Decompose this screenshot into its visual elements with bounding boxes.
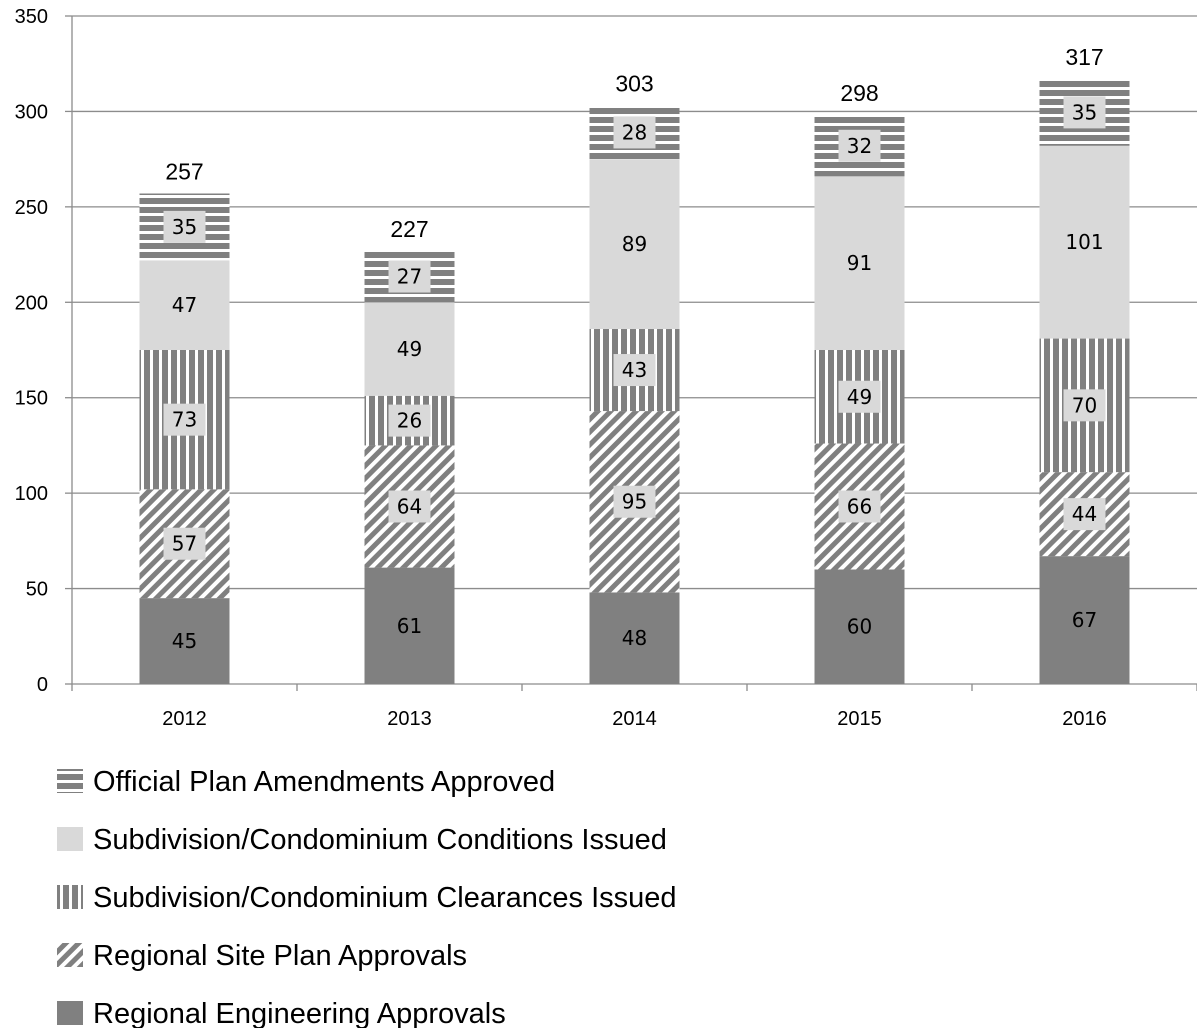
data-label: 70 bbox=[1072, 393, 1097, 417]
data-label-box bbox=[1063, 389, 1106, 422]
data-label: 32 bbox=[847, 134, 872, 158]
data-label: 28 bbox=[622, 120, 647, 144]
data-label: 61 bbox=[397, 614, 422, 638]
bar-subdivision-condominium-conditions-issued-2013 bbox=[364, 302, 455, 396]
legend-label-subdivision-condominium-clearances-issued: Subdivision/Condominium Clearances Issue… bbox=[93, 882, 677, 914]
data-label: 73 bbox=[172, 408, 197, 432]
x-tick-label: 2016 bbox=[1062, 708, 1107, 730]
legend-label-regional-site-plan-approvals: Regional Site Plan Approvals bbox=[93, 940, 467, 972]
data-label-box bbox=[613, 485, 656, 518]
data-label: 60 bbox=[847, 615, 872, 639]
data-label: 35 bbox=[172, 215, 197, 239]
data-label: 91 bbox=[847, 251, 872, 275]
axes: 0 50 100 150 200 250 300 350 2012 2013 2014 2015 201… bbox=[15, 6, 1197, 730]
bar-subdivision-condominium-conditions-issued-2014 bbox=[589, 159, 680, 330]
y-tick-label: 150 bbox=[15, 388, 48, 410]
data-label-box bbox=[838, 129, 881, 162]
data-label-box bbox=[163, 527, 206, 560]
data-label: 47 bbox=[172, 293, 197, 317]
x-tick-label: 2012 bbox=[162, 708, 207, 730]
data-label: 66 bbox=[847, 495, 872, 519]
y-tick-label: 0 bbox=[37, 674, 48, 696]
bar-subdivision-condominium-conditions-issued-2012 bbox=[139, 260, 230, 350]
data-label: 44 bbox=[1072, 502, 1097, 526]
data-label: 49 bbox=[847, 385, 872, 409]
legend-swatch-regional-site-plan-approvals bbox=[57, 943, 83, 967]
data-label-box bbox=[838, 380, 881, 413]
data-labels: 45 57 73 47 35 257 61 64 26 49 27 227 48 95 43 89 28 303 6… bbox=[163, 44, 1106, 653]
bar-subdivision-condominium-conditions-issued-2016 bbox=[1039, 145, 1130, 339]
data-label: 101 bbox=[1065, 230, 1103, 254]
total-label-2016: 317 bbox=[1065, 44, 1103, 70]
data-label-box bbox=[613, 354, 656, 387]
total-label-2013: 227 bbox=[390, 216, 428, 242]
bar-regional-engineering-approvals-2012 bbox=[139, 598, 230, 684]
data-label: 48 bbox=[622, 626, 647, 650]
bar-subdivision-condominium-conditions-issued-2015 bbox=[814, 176, 905, 350]
data-label: 67 bbox=[1072, 608, 1097, 632]
total-label-2012: 257 bbox=[165, 158, 203, 184]
legend: Official Plan Amendments Approved Subdivi… bbox=[57, 766, 677, 1028]
legend-swatch-regional-engineering-approvals bbox=[57, 1001, 83, 1025]
total-label-2014: 303 bbox=[615, 71, 653, 97]
data-label-box bbox=[1063, 96, 1106, 129]
data-label-box bbox=[1063, 498, 1106, 531]
data-label-box bbox=[388, 490, 431, 523]
data-label: 26 bbox=[397, 409, 422, 433]
legend-swatch-subdivision-condominium-conditions-issued bbox=[57, 827, 83, 851]
data-label: 45 bbox=[172, 629, 197, 653]
total-label-2015: 298 bbox=[840, 80, 878, 106]
bar-regional-engineering-approvals-2014 bbox=[589, 592, 680, 684]
data-label: 95 bbox=[622, 490, 647, 514]
y-tick-label: 250 bbox=[15, 197, 48, 219]
bar-regional-engineering-approvals-2016 bbox=[1039, 556, 1130, 684]
data-label: 89 bbox=[622, 232, 647, 256]
data-label: 43 bbox=[622, 358, 647, 382]
data-label: 57 bbox=[172, 532, 197, 556]
y-tick-label: 350 bbox=[15, 6, 48, 28]
data-label-box bbox=[163, 210, 206, 243]
data-label-box bbox=[163, 403, 206, 436]
data-label-box bbox=[613, 116, 656, 149]
data-label-box bbox=[388, 260, 431, 293]
y-tick-label: 300 bbox=[15, 101, 48, 123]
y-tick-label: 50 bbox=[26, 579, 48, 601]
legend-swatch-subdivision-condominium-clearances-issued bbox=[57, 885, 83, 909]
x-tick-label: 2014 bbox=[612, 708, 657, 730]
y-tick-label: 200 bbox=[15, 292, 48, 314]
legend-label-official-plan-amendments-approved: Official Plan Amendments Approved bbox=[93, 766, 555, 798]
data-label-box bbox=[838, 490, 881, 523]
bar-regional-engineering-approvals-2015 bbox=[814, 569, 905, 684]
data-label: 64 bbox=[397, 495, 422, 519]
legend-label-subdivision-condominium-conditions-issued: Subdivision/Condominium Conditions Issue… bbox=[93, 824, 667, 856]
legend-label-regional-engineering-approvals: Regional Engineering Approvals bbox=[93, 998, 506, 1028]
data-label: 35 bbox=[1072, 100, 1097, 124]
y-tick-label: 100 bbox=[15, 483, 48, 505]
x-tick-label: 2015 bbox=[837, 708, 882, 730]
bar-regional-engineering-approvals-2013 bbox=[364, 567, 455, 684]
legend-swatch-official-plan-amendments-approved bbox=[57, 769, 83, 793]
data-label: 27 bbox=[397, 265, 422, 289]
x-tick-label: 2013 bbox=[387, 708, 432, 730]
data-label-box bbox=[388, 404, 431, 437]
data-label: 49 bbox=[397, 337, 422, 361]
